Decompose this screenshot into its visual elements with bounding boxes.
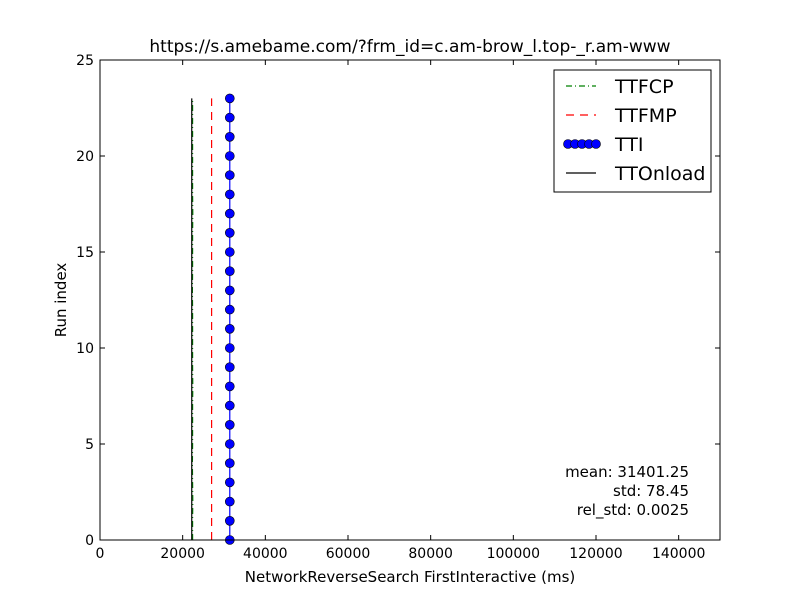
- x-tick-label: 100000: [487, 546, 540, 562]
- y-tick-label: 15: [76, 245, 94, 261]
- data-point-tti: [224, 208, 235, 219]
- data-point-tti: [224, 228, 235, 238]
- y-tick-label: 5: [85, 437, 94, 453]
- legend-marker-tti: [591, 139, 601, 149]
- x-axis-label: NetworkReverseSearch FirstInteractive (m…: [245, 568, 576, 586]
- y-tick-label: 20: [76, 149, 94, 165]
- data-point-tti: [224, 477, 235, 488]
- data-point-tti: [224, 132, 235, 142]
- data-point-tti: [224, 419, 235, 430]
- legend: TTFCP TTFMP TTI TTOnload: [553, 69, 712, 193]
- stats-annotation: mean: 31401.25 std: 78.45 rel_std: 0.002…: [565, 463, 689, 520]
- legend-label-tti: TTI: [614, 134, 643, 156]
- data-point-tti: [224, 170, 235, 180]
- data-point-tti: [224, 323, 235, 334]
- chart-title: https://s.amebame.com/?frm_id=c.am-brow_…: [149, 37, 670, 57]
- x-tick-label: 40000: [243, 546, 288, 562]
- y-tick-label: 0: [85, 533, 94, 549]
- data-point-tti: [224, 439, 235, 449]
- data-point-tti: [224, 458, 235, 469]
- x-tick-label: 140000: [652, 546, 705, 562]
- legend-label-ttfmp: TTFMP: [614, 105, 677, 127]
- data-point-tti: [224, 266, 235, 277]
- data-point-tti: [224, 515, 235, 526]
- stats-mean: mean: 31401.25: [565, 463, 689, 481]
- x-tick-label: 60000: [326, 546, 371, 562]
- legend-label-ttfcp: TTFCP: [614, 76, 674, 98]
- series-layer: [191, 93, 235, 545]
- y-tick-label: 25: [76, 53, 94, 69]
- x-tick-label: 20000: [160, 546, 205, 562]
- data-point-tti: [224, 362, 235, 373]
- data-point-tti: [224, 151, 235, 161]
- data-point-tti: [224, 496, 235, 507]
- stats-rel-std: rel_std: 0.0025: [577, 501, 689, 520]
- data-point-tti: [224, 304, 235, 315]
- data-point-tti: [224, 381, 235, 392]
- data-point-tti: [224, 400, 235, 411]
- ticks-layer: 0 20000 40000 60000 80000 100000 120000 140000 0…: [76, 53, 720, 562]
- legend-label-ttonload: TTOnload: [614, 163, 705, 185]
- x-tick-label: 120000: [569, 546, 622, 562]
- series-tti: [224, 93, 235, 545]
- y-tick-label: 10: [76, 341, 94, 357]
- data-point-tti: [224, 93, 235, 104]
- y-axis-label: Run index: [52, 263, 70, 338]
- data-point-tti: [224, 247, 235, 257]
- plot-frame: [99, 59, 721, 541]
- data-point-tti: [224, 285, 235, 296]
- data-point-tti: [224, 189, 235, 200]
- data-point-tti: [224, 112, 235, 123]
- x-tick-label: 0: [96, 546, 105, 562]
- legend-box: [553, 69, 712, 193]
- legend-items: TTFCP TTFMP TTI TTOnload: [563, 76, 705, 185]
- x-tick-label: 80000: [408, 546, 453, 562]
- stats-std: std: 78.45: [613, 482, 689, 500]
- data-point-tti: [224, 343, 235, 353]
